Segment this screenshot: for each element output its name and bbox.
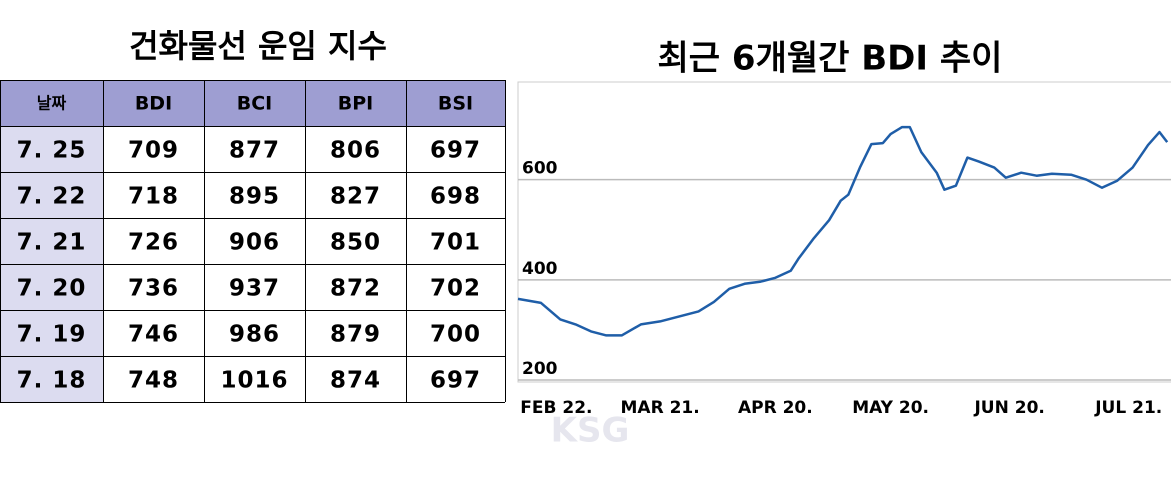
cell: 718 <box>128 184 179 210</box>
date-cell-bg <box>0 356 103 402</box>
cell: 700 <box>430 322 481 348</box>
table: 날짜 BDI BCI BPI BSI 7. 25 709 877 806 697 7. 22 718 8… <box>0 80 506 403</box>
plot-frame <box>517 81 1171 383</box>
cell: 701 <box>430 230 481 256</box>
cell: 877 <box>229 138 280 164</box>
cell: 827 <box>330 184 381 210</box>
column-header: BPI <box>338 93 373 115</box>
cell: 906 <box>229 230 280 256</box>
y-tick-label: 200 <box>522 359 558 379</box>
y-tick-label: 400 <box>522 259 558 279</box>
cell: 986 <box>229 322 280 348</box>
x-tick-label: MAR 21. <box>621 398 700 418</box>
column-header: BSI <box>438 93 473 115</box>
cell: 709 <box>128 138 179 164</box>
cell: 872 <box>330 276 381 302</box>
data-line <box>517 125 1169 337</box>
cell: 7. 20 <box>17 276 87 302</box>
cell: 726 <box>128 230 179 256</box>
x-tick-label: MAY 20. <box>852 398 929 418</box>
x-tick-label: JUN 20. <box>973 398 1044 418</box>
cell: 7. 21 <box>17 230 87 256</box>
chart: 200 400 600 FEB 22. MAR 21. APR 20. MAY 20. JUN… <box>517 125 1171 418</box>
column-header: 날짜 <box>37 94 67 113</box>
x-tick-label: JUL 21. <box>1094 398 1162 418</box>
date-cell-bg <box>0 126 103 172</box>
cell: 702 <box>430 276 481 302</box>
cell: 7. 22 <box>17 184 87 210</box>
date-cell-bg <box>0 310 103 356</box>
cell: 850 <box>330 230 381 256</box>
cell: 1016 <box>220 368 288 394</box>
cell: 7. 19 <box>17 322 87 348</box>
date-cell-bg <box>0 172 103 218</box>
cell: 697 <box>430 368 481 394</box>
date-cell-bg <box>0 218 103 264</box>
cell: 879 <box>330 322 381 348</box>
cell: 874 <box>330 368 381 394</box>
cell: 806 <box>330 138 381 164</box>
table-title: 건화물선 운임 지수 <box>129 27 387 65</box>
y-tick-label: 600 <box>522 159 558 179</box>
watermark: KSG <box>551 411 630 451</box>
cell: 895 <box>229 184 280 210</box>
cell: 7. 18 <box>17 368 87 394</box>
cell: 698 <box>430 184 481 210</box>
cell: 746 <box>128 322 179 348</box>
column-header: BCI <box>237 93 273 115</box>
cell: 748 <box>128 368 179 394</box>
header-bg <box>0 80 505 126</box>
chart-title: 최근 6개월간 BDI 추이 <box>658 39 1003 79</box>
cell: 7. 25 <box>17 138 87 164</box>
x-tick-label: APR 20. <box>738 398 813 418</box>
x-tick-label: FEB 22. <box>520 398 592 418</box>
cell: 736 <box>128 276 179 302</box>
cell: 697 <box>430 138 481 164</box>
date-cell-bg <box>0 264 103 310</box>
cell: 937 <box>229 276 280 302</box>
column-header: BDI <box>135 93 172 115</box>
